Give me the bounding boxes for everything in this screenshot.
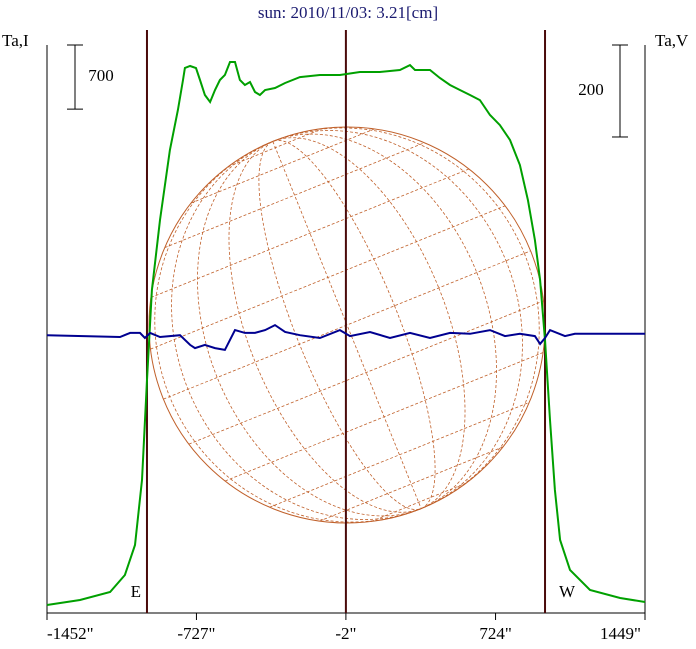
parallel xyxy=(224,352,544,482)
parallel xyxy=(164,142,425,249)
sun-globe xyxy=(148,126,546,524)
y2-axis-label: Ta,V xyxy=(655,31,689,50)
x-tick-label: -1452" xyxy=(47,624,94,643)
parallel xyxy=(319,446,504,522)
parallel xyxy=(269,401,530,508)
data-line xyxy=(46,61,646,606)
limb-label: E xyxy=(131,582,141,601)
y2-scale-bar-label: 200 xyxy=(578,80,604,99)
parallel xyxy=(227,128,324,168)
x-tick-label: -727" xyxy=(177,624,215,643)
sun-grid xyxy=(150,127,544,523)
parallel xyxy=(188,300,544,445)
limb-label: W xyxy=(559,582,576,601)
chart-title: sun: 2010/11/03: 3.21[cm] xyxy=(258,3,438,22)
x-tick-label: 724" xyxy=(479,624,511,643)
parallel xyxy=(150,205,506,350)
y-scale-bar-label: 700 xyxy=(88,66,114,85)
y-axis-label: Ta,I xyxy=(2,31,29,50)
parallel xyxy=(370,482,467,522)
x-tick-label: -2" xyxy=(335,624,356,643)
parallel xyxy=(150,168,470,298)
x-tick-label: 1449" xyxy=(600,624,641,643)
parallel xyxy=(190,128,375,204)
parallel xyxy=(163,250,531,400)
data-line xyxy=(46,323,645,352)
